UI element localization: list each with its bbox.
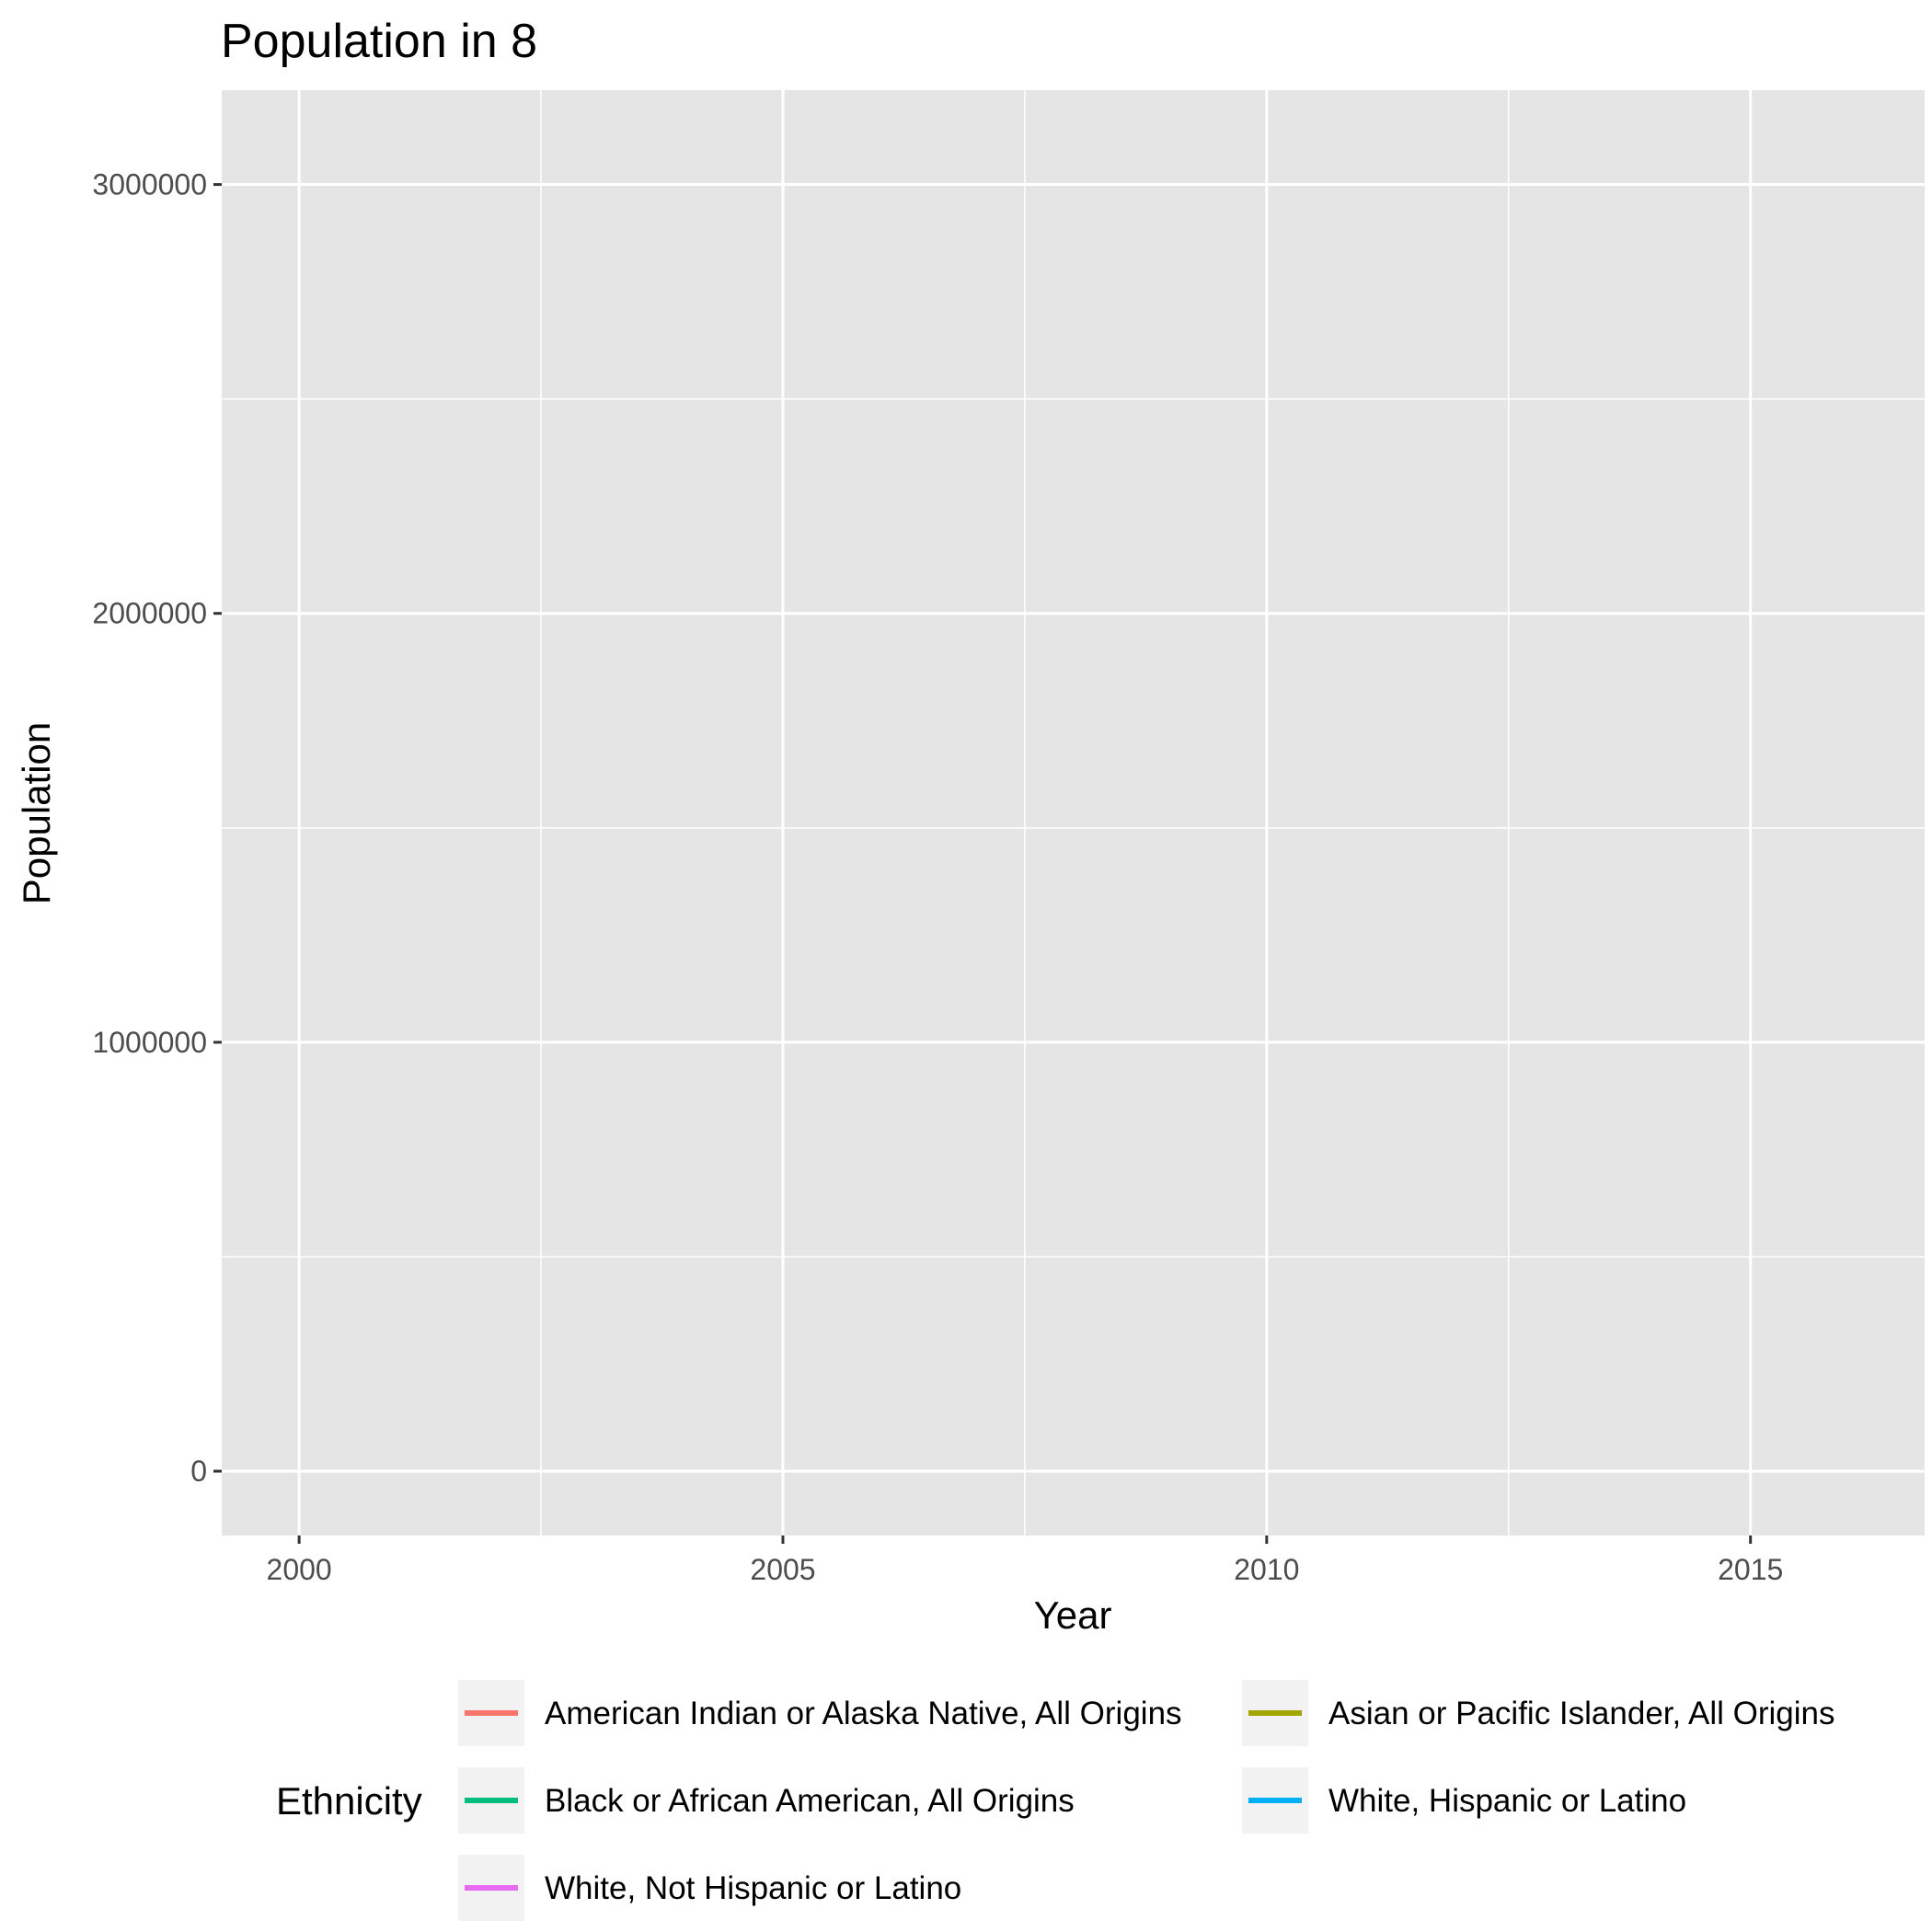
y-tick-label: 2000000	[92, 597, 207, 630]
legend-items: American Indian or Alaska Native, All Or…	[458, 1680, 1835, 1921]
legend-label: White, Hispanic or Latino	[1328, 1783, 1686, 1819]
legend-label: Asian or Pacific Islander, All Origins	[1328, 1696, 1835, 1731]
legend-item: Black or African American, All Origins	[458, 1767, 1075, 1834]
minor-gridlines-x	[540, 90, 1510, 1535]
minor-gridlines-y	[222, 397, 1925, 1258]
plot-panel	[222, 90, 1925, 1535]
legend-title: Ethnicity	[276, 1779, 422, 1823]
legend-item: White, Hispanic or Latino	[1242, 1767, 1686, 1834]
legend-item: Asian or Pacific Islander, All Origins	[1242, 1680, 1835, 1746]
major-gridlines-x	[297, 90, 1753, 1535]
major-gridlines-y	[222, 183, 1925, 1473]
legend-item: White, Not Hispanic or Latino	[458, 1855, 961, 1921]
x-tick-label: 2015	[1718, 1553, 1783, 1586]
legend-label: White, Not Hispanic or Latino	[545, 1870, 961, 1906]
x-tick-label: 2005	[750, 1553, 815, 1586]
chart-title: Population in 8	[221, 15, 537, 68]
legend-label: American Indian or Alaska Native, All Or…	[545, 1696, 1182, 1731]
x-axis-title: Year	[1034, 1593, 1112, 1637]
x-axis: 2000 2005 2010 2015	[267, 1535, 1783, 1586]
x-tick-label: 2010	[1234, 1553, 1299, 1586]
legend-item: American Indian or Alaska Native, All Or…	[458, 1680, 1182, 1746]
legend-label: Black or African American, All Origins	[545, 1783, 1075, 1819]
y-tick-label: 0	[190, 1455, 207, 1488]
y-axis-title: Population	[15, 722, 58, 905]
legend: Ethnicity American Indian or Alaska Nati…	[276, 1680, 1835, 1921]
x-tick-label: 2000	[267, 1553, 332, 1586]
y-tick-label: 1000000	[92, 1026, 207, 1059]
y-axis: 0 1000000 2000000 3000000	[92, 168, 222, 1488]
y-tick-label: 3000000	[92, 168, 207, 201]
